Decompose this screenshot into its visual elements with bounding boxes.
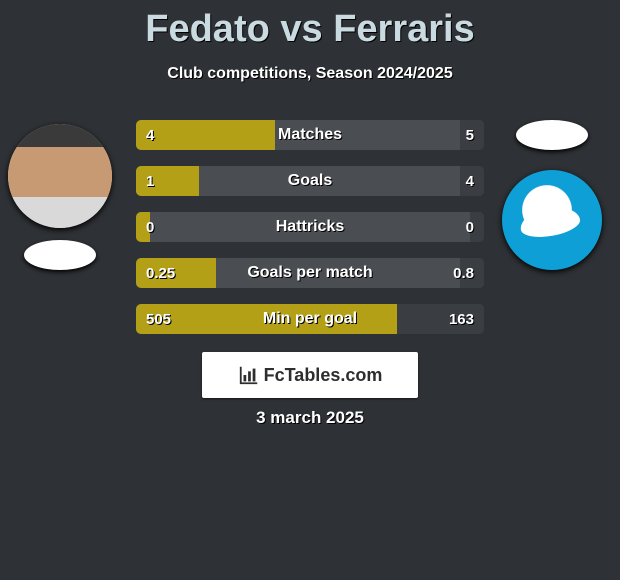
player-left-avatar [8,124,112,228]
subtitle: Club competitions, Season 2024/2025 [0,65,620,83]
player-right-flag [516,120,588,150]
brand-badge: FcTables.com [202,352,418,398]
date-text: 3 march 2025 [0,408,620,428]
stat-row: 45Matches [136,120,484,150]
player-photo-placeholder [8,124,112,228]
brand-text: FcTables.com [264,365,383,386]
brand-chart-icon [238,364,260,386]
player-left-flag [24,240,96,270]
page-title: Fedato vs Ferraris [0,0,620,51]
stat-row: 00Hattricks [136,212,484,242]
player-right-club-logo [502,170,602,270]
player-left-block [8,124,112,270]
stats-bars: 45Matches 14Goals 00Hattricks 0.250.8Goals … [136,120,484,350]
stat-label: Goals [136,166,484,196]
stat-row: 14Goals [136,166,484,196]
stat-row: 505163Min per goal [136,304,484,334]
stat-row: 0.250.8Goals per match [136,258,484,288]
stat-label: Goals per match [136,258,484,288]
stat-label: Hattricks [136,212,484,242]
player-right-block [502,170,602,270]
stat-label: Matches [136,120,484,150]
stat-label: Min per goal [136,304,484,334]
